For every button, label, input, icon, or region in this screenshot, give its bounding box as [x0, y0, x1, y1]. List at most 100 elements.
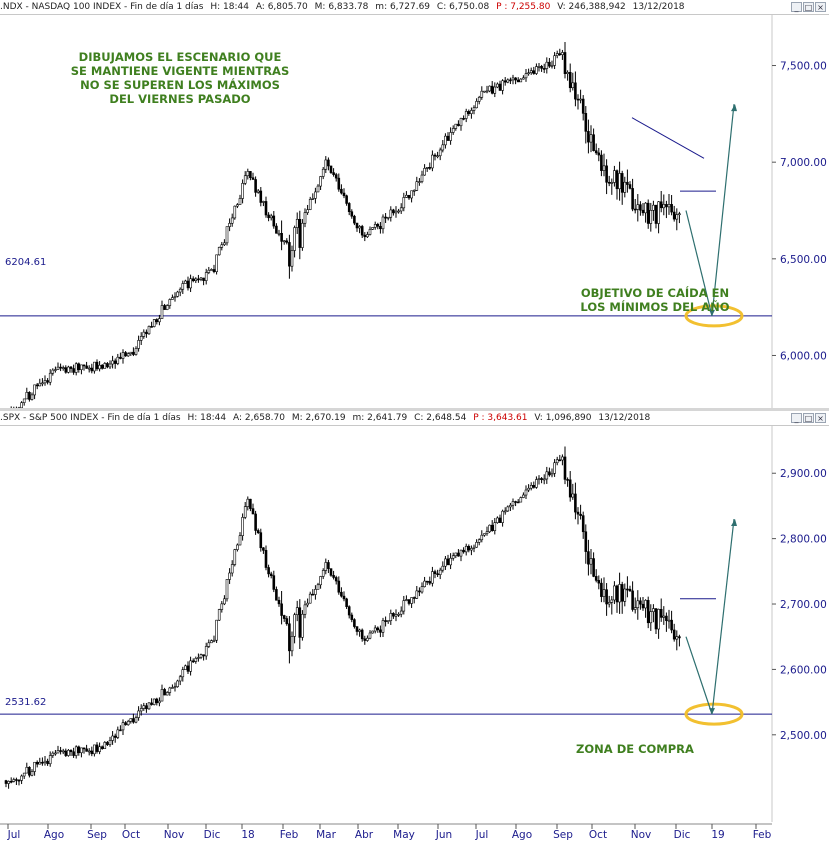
candle-body [490, 85, 494, 94]
candle [7, 780, 10, 789]
candle-body [204, 646, 208, 657]
candle-body [490, 524, 494, 531]
candle-body [142, 331, 146, 337]
candle-body [171, 297, 174, 300]
candle-body [641, 209, 645, 214]
candle-body [457, 552, 460, 557]
candle [43, 375, 47, 386]
target-ellipse [684, 304, 744, 328]
candle-body [80, 747, 83, 754]
ndx-chart: 6,000.00 6,500.00 7,000.00 7,500.00 [0, 15, 827, 410]
candle [295, 600, 299, 622]
candle-body [129, 351, 133, 355]
candle-body [46, 760, 49, 765]
candle [93, 361, 96, 374]
candle-body [545, 471, 549, 480]
candle-body [275, 589, 278, 601]
candle [631, 581, 634, 612]
candle-body [246, 171, 250, 177]
candle-body [363, 234, 367, 238]
close-button[interactable]: × [815, 2, 826, 12]
candle [670, 195, 673, 216]
candle [126, 719, 130, 726]
candle [327, 157, 330, 171]
candle [605, 159, 608, 195]
candle [490, 81, 494, 95]
candle-body [285, 618, 289, 625]
candle-body [301, 222, 304, 248]
candle [394, 206, 398, 218]
maximize-button-2[interactable]: □ [803, 413, 814, 423]
candle-body [87, 367, 91, 370]
candle-body [350, 211, 354, 217]
candle-body [470, 110, 473, 114]
candle-body [462, 549, 465, 553]
candle-body [509, 504, 512, 508]
candle [210, 268, 213, 271]
candle [623, 176, 627, 198]
candle-body [431, 571, 434, 584]
candle [342, 188, 346, 199]
candle [56, 745, 60, 754]
candle-body [145, 331, 148, 335]
candle-body [402, 600, 406, 612]
candle-body [464, 545, 468, 553]
candle [254, 510, 257, 535]
candle-body [298, 218, 302, 248]
arrowhead-up [731, 104, 737, 112]
candle-body [524, 489, 528, 496]
candle [402, 595, 406, 615]
candle [236, 203, 239, 209]
candle-body [423, 580, 426, 587]
candle-body [511, 501, 515, 506]
candle-body [657, 201, 660, 224]
candle-body [251, 177, 255, 180]
candle-body [670, 619, 673, 631]
candle-body [306, 209, 309, 213]
candle [223, 595, 226, 606]
close-button-2[interactable]: × [815, 413, 826, 423]
candle [80, 747, 83, 758]
candle [579, 89, 582, 104]
candle [119, 352, 122, 360]
ndx-panel: .NDX - NASDAQ 100 INDEX - Fin de día 1 d… [0, 0, 829, 410]
candle-body [394, 614, 398, 617]
candle [675, 630, 679, 651]
candle [496, 516, 499, 524]
candle [142, 329, 146, 339]
candle-body [665, 615, 668, 621]
candle [132, 713, 135, 724]
candle-body [506, 506, 510, 512]
candle-body [254, 513, 257, 531]
x-tick-label: Mar [316, 829, 336, 841]
candle [246, 496, 250, 511]
candle [363, 232, 367, 242]
candle [480, 530, 484, 543]
minimize-button-2[interactable]: _ [791, 413, 802, 423]
candle [51, 368, 55, 376]
maximize-button[interactable]: □ [803, 2, 814, 12]
candle [358, 225, 361, 234]
candle [405, 595, 408, 602]
candle-body [69, 749, 73, 753]
candle-body [124, 352, 127, 357]
x-tick-label: Feb [280, 829, 299, 841]
candle-body [241, 517, 244, 536]
y-tick-label: 2,600.00 [780, 664, 827, 676]
candle [95, 359, 99, 371]
candle-body [173, 296, 177, 298]
candle [228, 218, 231, 232]
candle [332, 570, 335, 580]
candle [472, 105, 476, 115]
candle-body [579, 98, 582, 101]
candle-body [581, 515, 585, 533]
candle-body [405, 194, 408, 198]
candle [373, 625, 377, 634]
minimize-button[interactable]: _ [791, 2, 802, 12]
candle [191, 276, 195, 283]
spx-panel: .SPX - S&P 500 INDEX - Fin de día 1 días… [0, 411, 829, 822]
candle-body [290, 636, 294, 652]
candle [181, 280, 185, 295]
candle [574, 482, 577, 520]
candle-body [444, 558, 447, 567]
